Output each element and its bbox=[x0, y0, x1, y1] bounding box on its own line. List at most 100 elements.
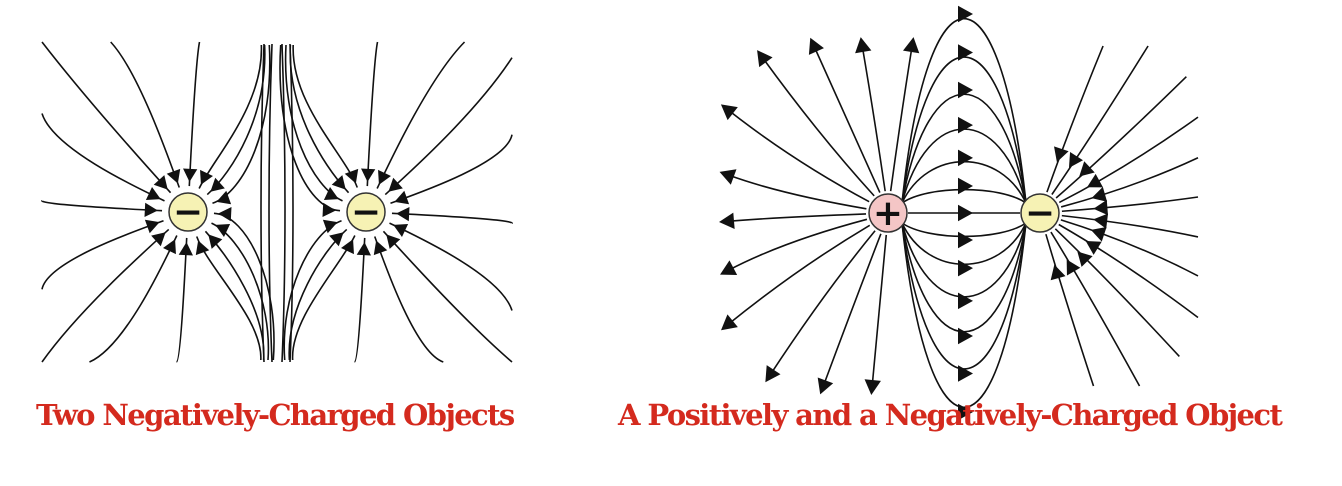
field-line-arrow bbox=[144, 219, 160, 234]
field-line-arrow bbox=[958, 231, 973, 249]
positive-charge-right-body bbox=[868, 193, 908, 233]
field-line bbox=[813, 45, 881, 193]
field-line bbox=[901, 222, 1027, 238]
field-line-arrow bbox=[1066, 259, 1081, 276]
field-line-arrow bbox=[166, 168, 181, 184]
negative-charge-left-a-body bbox=[168, 192, 208, 232]
field-line bbox=[822, 233, 882, 387]
field-line-arrow bbox=[958, 5, 973, 23]
field-line bbox=[769, 230, 876, 376]
field-line bbox=[353, 237, 366, 363]
field-line bbox=[1060, 219, 1199, 277]
field-line bbox=[861, 45, 886, 192]
field-line bbox=[89, 235, 178, 363]
field-line bbox=[1046, 45, 1104, 193]
field-line bbox=[382, 230, 513, 363]
field-line bbox=[1058, 223, 1199, 319]
field-line-arrow bbox=[958, 292, 973, 310]
field-line bbox=[373, 236, 444, 363]
field-line bbox=[727, 213, 867, 223]
field-line bbox=[110, 41, 181, 188]
field-line bbox=[376, 41, 466, 189]
field-line-arrow bbox=[864, 379, 881, 395]
field-line-arrow bbox=[958, 403, 973, 421]
field-line-arrow bbox=[958, 365, 973, 382]
field-line bbox=[41, 113, 165, 202]
field-line bbox=[1061, 214, 1199, 238]
field-line bbox=[727, 218, 868, 272]
field-line-arrow bbox=[216, 190, 232, 205]
field-line bbox=[1055, 76, 1187, 199]
field-line bbox=[41, 219, 164, 290]
field-line-arrow bbox=[145, 187, 161, 200]
field-line-arrow bbox=[719, 169, 737, 185]
field-line-arrow bbox=[1093, 213, 1109, 229]
field-line-arrow bbox=[394, 190, 410, 205]
field-line-arrow bbox=[215, 224, 231, 237]
field-line-arrow bbox=[719, 212, 735, 230]
field-line bbox=[1060, 157, 1199, 208]
caption-two-negative-objects: Two Negatively-Charged Objects bbox=[36, 398, 515, 432]
field-line bbox=[41, 199, 163, 212]
field-line-arrow bbox=[958, 259, 973, 277]
negative-charge-left-b: − bbox=[346, 192, 386, 233]
field-line-arrow bbox=[210, 177, 225, 192]
field-line-arrow bbox=[958, 204, 973, 222]
field-line bbox=[390, 134, 513, 205]
field-line-arrow bbox=[958, 116, 973, 134]
negative-charge-right-sign: − bbox=[1025, 193, 1055, 234]
field-line bbox=[727, 224, 871, 326]
field-line-arrow bbox=[178, 242, 193, 256]
field-line bbox=[901, 222, 1027, 409]
field-line bbox=[761, 56, 875, 197]
field-line-arrow bbox=[378, 169, 391, 185]
like-charges-field-diagram: − − bbox=[41, 41, 513, 363]
field-line-arrow bbox=[396, 207, 410, 222]
caption-positive-and-negative-object: A Positively and a Negatively-Charged Ob… bbox=[618, 398, 1283, 432]
negative-charge-right: − bbox=[1020, 193, 1060, 234]
field-line-arrow bbox=[855, 37, 872, 54]
field-line-arrow bbox=[903, 37, 920, 54]
field-line-arrow bbox=[323, 187, 339, 200]
field-line-arrow bbox=[151, 232, 166, 247]
field-line-arrow bbox=[958, 327, 973, 345]
field-line-arrow bbox=[765, 365, 781, 383]
field-line bbox=[268, 43, 273, 363]
field-line-arrow bbox=[195, 240, 210, 256]
field-line bbox=[1050, 231, 1141, 387]
field-line-arrow bbox=[1087, 173, 1104, 188]
field-line bbox=[260, 43, 265, 363]
field-line-arrow bbox=[208, 234, 223, 249]
field-line-arrow bbox=[958, 149, 973, 167]
field-line bbox=[901, 188, 1027, 204]
field-line bbox=[195, 236, 262, 361]
field-line bbox=[391, 212, 513, 225]
field-line-arrow bbox=[153, 175, 168, 190]
field-line-arrow bbox=[1054, 146, 1069, 163]
field-line-arrow bbox=[388, 177, 403, 192]
field-line bbox=[389, 222, 513, 311]
field-line-arrow bbox=[344, 168, 359, 184]
field-line bbox=[901, 128, 1027, 204]
field-line-arrow bbox=[322, 219, 338, 234]
field-line-arrow bbox=[218, 207, 232, 222]
field-line-arrow bbox=[1093, 199, 1108, 216]
field-line bbox=[284, 44, 343, 202]
field-line-arrow bbox=[1068, 151, 1084, 168]
field-line bbox=[1058, 116, 1199, 204]
field-line-arrow bbox=[817, 377, 834, 395]
positive-charge-right-sign: + bbox=[873, 193, 903, 234]
field-line bbox=[871, 234, 888, 387]
field-line bbox=[289, 43, 294, 363]
field-line bbox=[41, 228, 170, 363]
negative-charge-right-body bbox=[1020, 193, 1060, 233]
field-line-arrow bbox=[331, 175, 346, 190]
field-line bbox=[901, 17, 1027, 204]
field-line-arrow bbox=[393, 224, 409, 237]
field-line-arrow bbox=[386, 234, 401, 249]
field-line bbox=[288, 228, 348, 361]
field-line-arrow bbox=[1077, 251, 1093, 267]
field-line-arrow bbox=[341, 239, 354, 255]
field-line bbox=[188, 41, 201, 187]
field-line bbox=[1045, 233, 1095, 387]
